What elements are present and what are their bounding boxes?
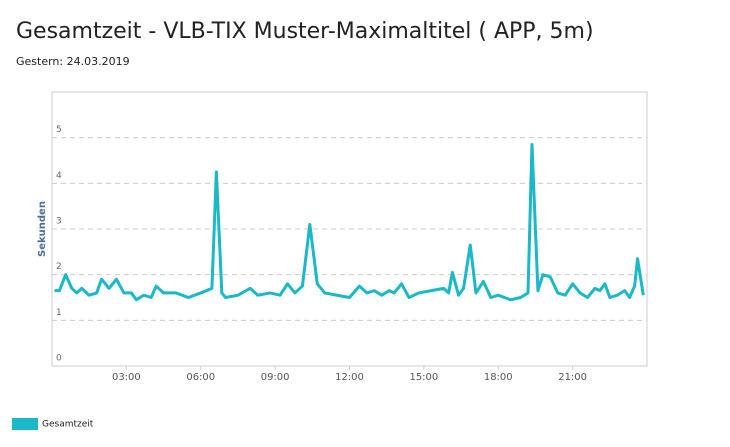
legend-swatch <box>12 418 38 430</box>
x-tick-label: 15:00 <box>409 372 438 383</box>
y-axis-label: Sekunden <box>37 201 48 257</box>
x-tick-label: 03:00 <box>112 372 141 383</box>
x-tick-label: 21:00 <box>558 372 587 383</box>
x-tick-label: 09:00 <box>261 372 290 383</box>
y-tick-label: 3 <box>56 217 62 227</box>
x-tick-label: 06:00 <box>186 372 215 383</box>
chart-title: Gesamtzeit - VLB-TIX Muster-Maximaltitel… <box>16 19 594 44</box>
y-tick-label: 1 <box>56 308 62 318</box>
chart-subtitle: Gestern: 24.03.2019 <box>16 55 130 68</box>
x-tick-label: 12:00 <box>335 372 364 383</box>
y-tick-label: 5 <box>56 125 62 135</box>
y-tick-label: 2 <box>56 262 62 272</box>
y-tick-label: 0 <box>56 354 62 364</box>
y-tick-label: 4 <box>56 171 62 181</box>
line <box>54 143 645 302</box>
legend-label: Gesamtzeit <box>42 420 94 430</box>
x-tick-label: 18:00 <box>484 372 513 383</box>
